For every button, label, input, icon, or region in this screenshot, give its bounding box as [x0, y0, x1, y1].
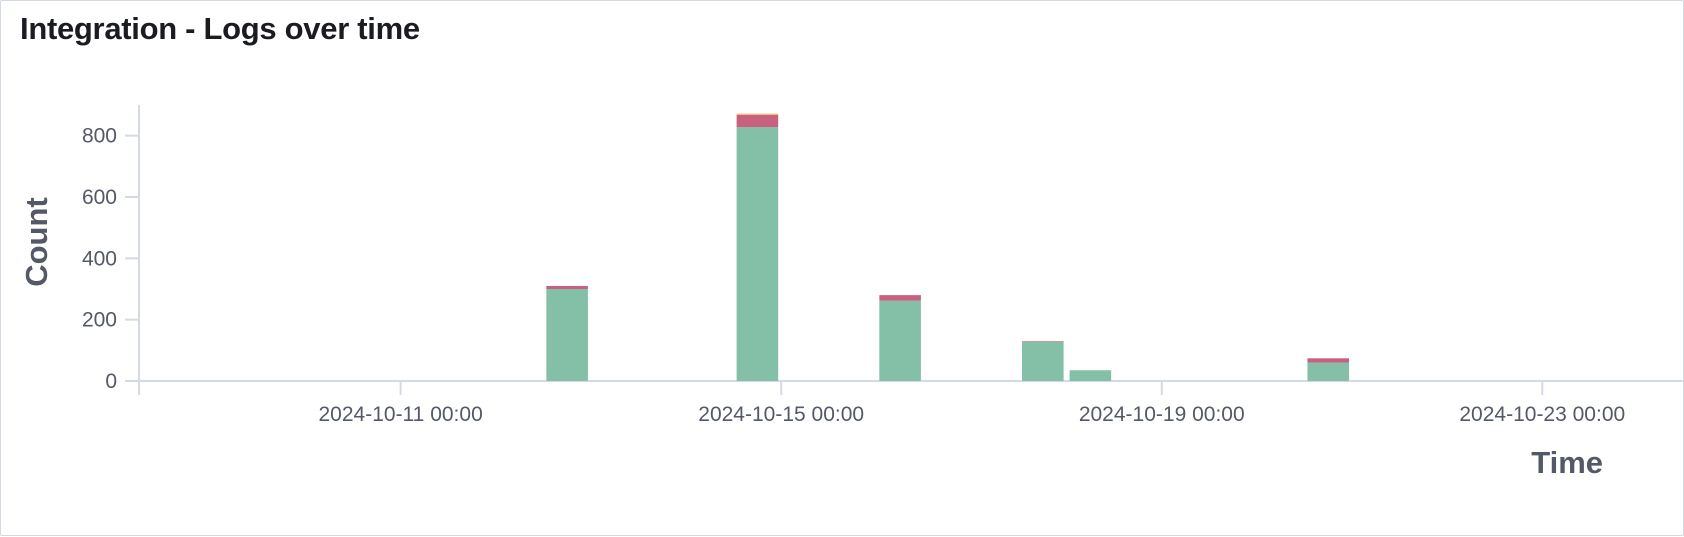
bar-segment: [546, 289, 588, 381]
bar-segment: [1307, 362, 1350, 381]
x-tick-label: 2024-10-15 00:00: [698, 403, 864, 426]
x-tick-label: 2024-10-11 00:00: [319, 403, 483, 426]
bar-segment: [1022, 341, 1064, 342]
x-tick-label: 2024-10-19 00:00: [1079, 403, 1245, 426]
bar-segment: [736, 113, 779, 115]
y-tick-label: 400: [82, 247, 117, 270]
y-axis-title: Count: [19, 197, 54, 287]
x-axis-title: Time: [1531, 445, 1603, 480]
bar-segment: [1069, 370, 1112, 381]
y-axis: 0 200 400 600 800: [82, 105, 140, 395]
x-tick-label: 2024-10-23 00:00: [1459, 403, 1625, 426]
bar-segment: [1022, 341, 1064, 381]
bar-segment: [1307, 358, 1350, 363]
y-tick-label: 0: [105, 370, 117, 393]
bars: [546, 113, 1350, 381]
y-tick-label: 600: [82, 186, 117, 209]
panel-title: Integration - Logs over time: [20, 11, 420, 46]
bar-segment: [879, 300, 921, 381]
bar-segment: [546, 285, 588, 289]
bar-segment: [879, 295, 921, 301]
y-tick-label: 800: [82, 125, 117, 148]
bar-segment: [736, 127, 779, 381]
bar-segment: [736, 114, 779, 128]
x-axis: 2024-10-11 00:00 2024-10-15 00:00 2024-10-…: [139, 380, 1684, 426]
y-tick-label: 200: [82, 309, 117, 332]
